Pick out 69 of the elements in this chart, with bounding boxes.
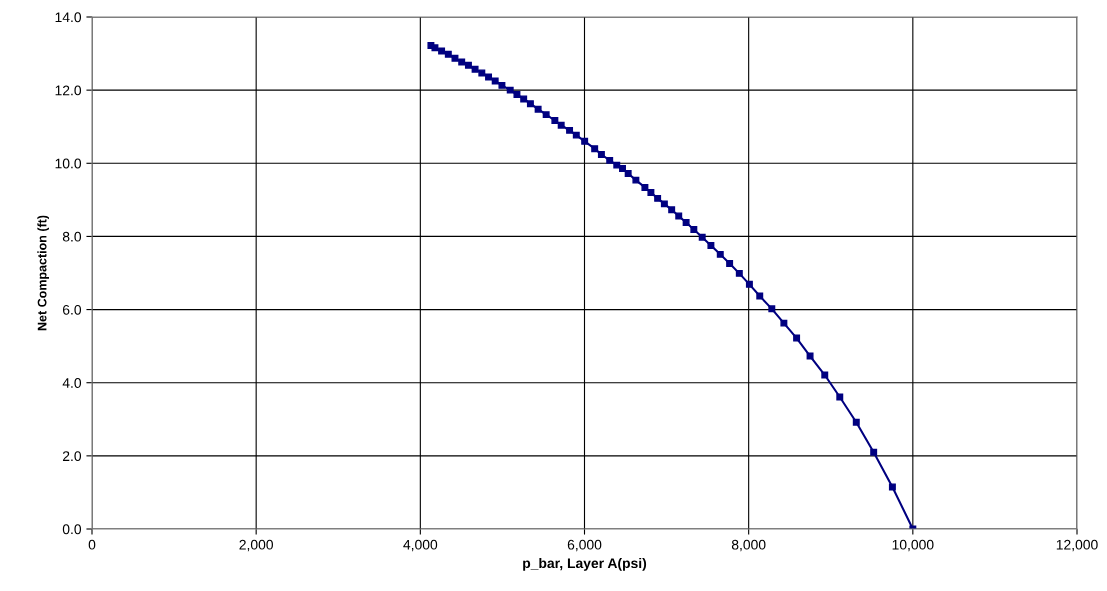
x-tick-label: 2,000: [239, 539, 273, 552]
point: [690, 226, 698, 233]
point: [581, 137, 589, 145]
point: [572, 131, 580, 139]
point: [451, 54, 459, 62]
point: [647, 189, 655, 197]
point: [768, 305, 776, 313]
point: [806, 352, 814, 360]
point: [780, 319, 788, 327]
point: [498, 81, 506, 89]
y-tick-label: 2.0: [62, 451, 82, 462]
y-axis-title: Net Compaction (ft): [37, 215, 49, 331]
point: [557, 121, 565, 129]
point: [464, 61, 472, 69]
point: [438, 47, 446, 55]
point: [641, 183, 649, 191]
point: [888, 483, 896, 491]
x-axis-title: p_bar, Layer A(psi): [523, 557, 647, 571]
y-tick-label: 8.0: [62, 231, 82, 242]
point: [551, 117, 559, 124]
point: [707, 242, 715, 250]
point: [471, 65, 479, 73]
point: [478, 69, 486, 77]
point: [745, 280, 753, 288]
point: [520, 95, 528, 103]
point: [534, 105, 542, 113]
point: [606, 156, 614, 164]
point: [444, 50, 452, 58]
point: [654, 194, 662, 202]
y-tick-label: 10.0: [55, 158, 82, 169]
point: [668, 206, 676, 214]
point: [735, 269, 743, 277]
point: [632, 176, 640, 184]
x-tick-label: 10,000: [892, 539, 934, 552]
y-tick-label: 0.0: [62, 524, 82, 535]
x-tick-label: 4,000: [403, 539, 438, 552]
point: [870, 448, 878, 456]
point: [726, 260, 734, 267]
point: [836, 393, 844, 401]
point: [619, 164, 626, 172]
x-tick-label: 0: [88, 539, 96, 550]
y-tick-label: 12.0: [55, 85, 82, 96]
point: [716, 250, 724, 258]
point: [591, 145, 599, 153]
point: [526, 100, 534, 108]
point: [485, 73, 493, 81]
point: [542, 111, 550, 119]
point: [821, 371, 829, 379]
point: [698, 233, 706, 241]
point: [597, 151, 605, 158]
point: [682, 219, 690, 227]
x-tick-label: 8,000: [731, 539, 766, 552]
point: [513, 91, 521, 99]
point: [613, 161, 621, 169]
point: [506, 86, 514, 94]
y-tick-label: 4.0: [62, 378, 82, 388]
point: [431, 44, 439, 52]
x-tick-label: 12,000: [1056, 539, 1098, 552]
y-tick-label: 14.0: [55, 12, 82, 23]
point: [852, 418, 860, 426]
point: [756, 292, 764, 300]
point: [675, 212, 683, 220]
point: [793, 334, 801, 342]
y-tick-label: 6.0: [62, 304, 82, 315]
point: [624, 170, 632, 177]
point: [458, 58, 466, 66]
point: [660, 200, 668, 208]
x-tick-label: 6,000: [567, 539, 602, 552]
point: [566, 126, 574, 134]
